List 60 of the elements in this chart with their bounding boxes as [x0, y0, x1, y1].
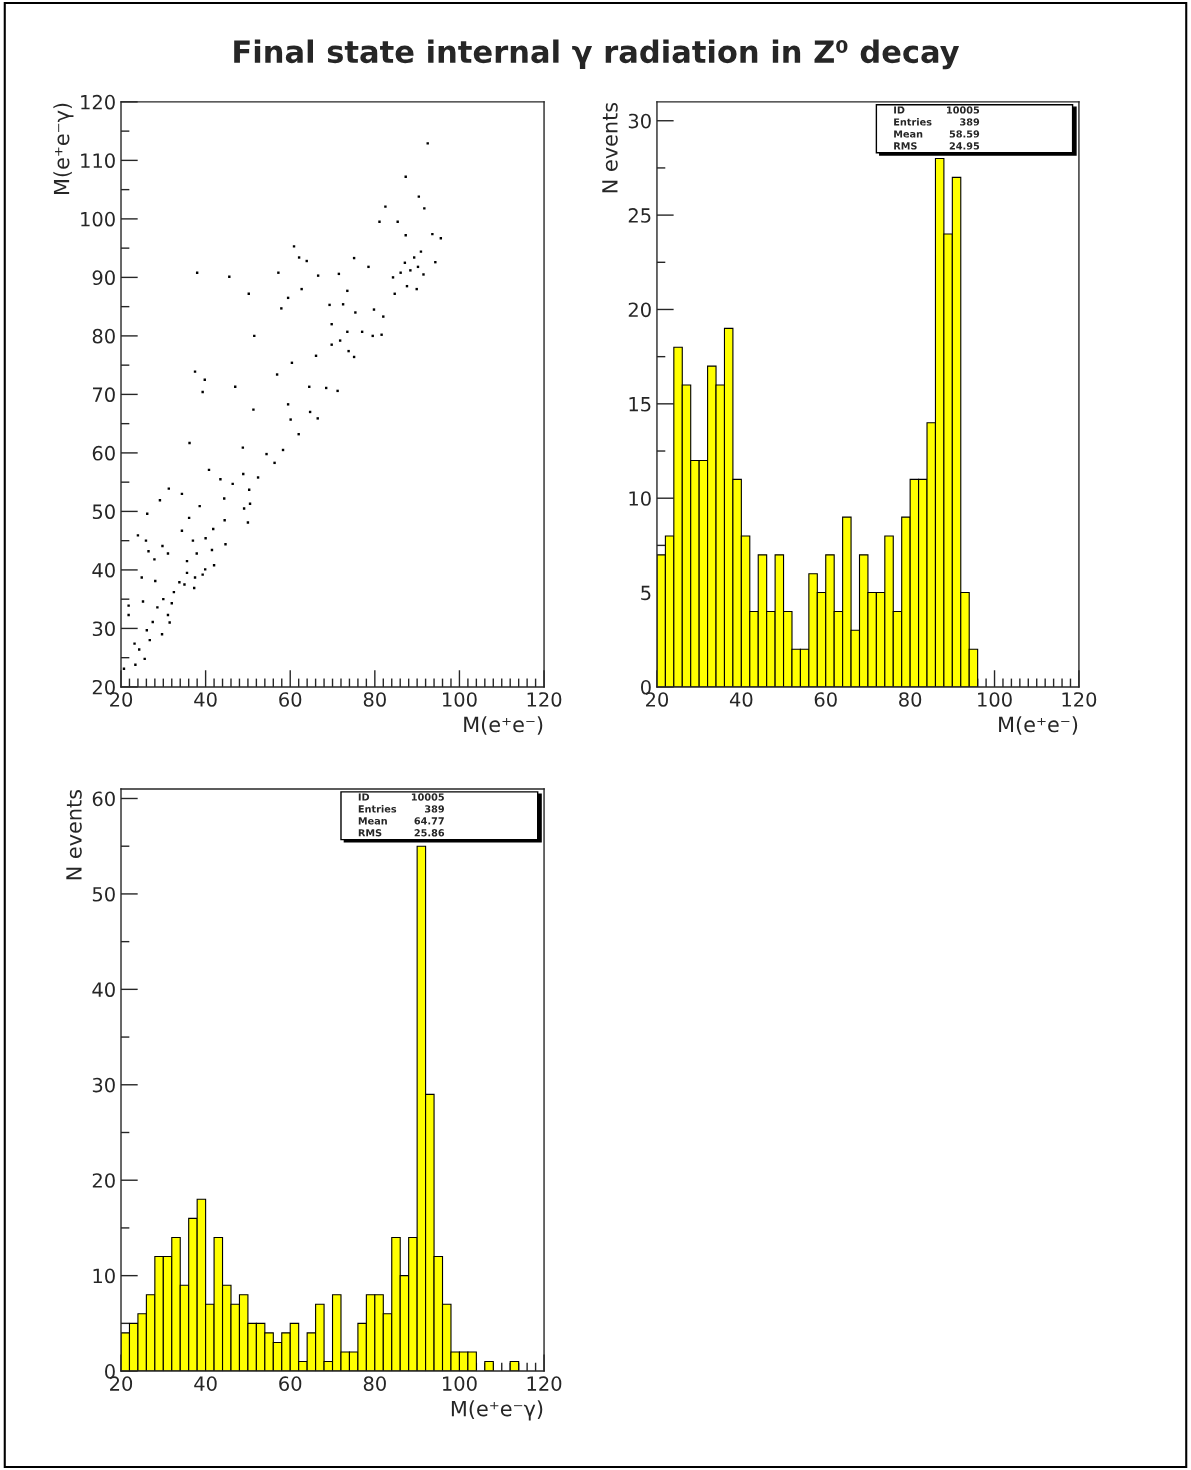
- y-tick-label: 30: [92, 621, 115, 637]
- annotation: 389: [960, 118, 980, 126]
- x-tick-label: 120: [527, 692, 562, 707]
- x-tick-label: 120: [1062, 692, 1097, 707]
- y-tick-label: 40: [92, 982, 115, 998]
- y-axis-title: N events: [602, 102, 618, 193]
- x-tick-label: 100: [443, 692, 477, 707]
- annotation: Entries: [358, 805, 397, 813]
- annotation: ID: [358, 793, 370, 801]
- annotation: 24.95: [949, 142, 980, 150]
- y-tick-label: 5: [641, 585, 651, 601]
- y-tick-label: 30: [92, 1077, 115, 1093]
- y-tick-label: 15: [629, 397, 651, 412]
- y-tick-label: 30: [628, 113, 651, 129]
- annotation: 10005: [411, 793, 444, 801]
- annotation: 64.77: [414, 817, 444, 825]
- annotation: RMS: [894, 142, 917, 150]
- annotation: 10005: [947, 106, 980, 114]
- x-tick-label: 100: [443, 1376, 477, 1391]
- x-tick-label: 60: [279, 1376, 302, 1391]
- y-tick-label: 10: [93, 1268, 115, 1284]
- y-tick-label: 50: [92, 886, 115, 902]
- y-tick-label: 10: [629, 491, 651, 506]
- annotation: 58.59: [949, 130, 980, 138]
- chart-title: Final state internal γ radiation in Z⁰ decay: [234, 39, 960, 70]
- x-tick-label: 100: [978, 692, 1012, 707]
- y-tick-label: 100: [81, 211, 115, 227]
- annotation: ID: [894, 106, 905, 114]
- y-tick-label: 120: [81, 94, 115, 110]
- x-axis-title: M(e⁺e⁻): [464, 716, 543, 735]
- x-tick-label: 60: [814, 692, 837, 707]
- x-tick-label: 60: [279, 692, 302, 707]
- y-tick-label: 40: [92, 562, 115, 578]
- y-tick-label: 20: [92, 1173, 115, 1188]
- x-axis-title: M(e⁺e⁻γ): [451, 1400, 543, 1421]
- x-axis-title: M(e⁺e⁻): [999, 716, 1078, 735]
- y-tick-label: 25: [628, 208, 651, 223]
- y-tick-label: 60: [92, 445, 115, 461]
- y-tick-label: 110: [81, 153, 115, 169]
- x-tick-label: 40: [729, 692, 753, 707]
- x-tick-label: 80: [363, 692, 386, 707]
- y-tick-label: 80: [92, 328, 115, 344]
- x-tick-label: 40: [194, 1376, 217, 1391]
- y-tick-label: 20: [628, 302, 651, 318]
- y-axis-title: N events: [66, 789, 82, 880]
- x-tick-label: 120: [527, 1376, 562, 1391]
- annotation: Mean: [358, 817, 387, 825]
- y-tick-label: 90: [92, 270, 115, 286]
- y-axis-title: M(e⁺e⁻γ): [53, 103, 74, 195]
- annotation: RMS: [358, 829, 382, 837]
- y-tick-label: 50: [92, 504, 115, 520]
- annotation: Entries: [894, 118, 932, 126]
- x-tick-label: 80: [899, 692, 922, 707]
- y-tick-label: 70: [93, 387, 115, 403]
- y-tick-label: 60: [92, 791, 115, 807]
- annotation: 389: [424, 805, 445, 813]
- x-tick-label: 80: [363, 1376, 386, 1391]
- annotation: Mean: [894, 130, 923, 138]
- annotation: 25.86: [414, 829, 445, 837]
- x-tick-label: 40: [194, 692, 217, 707]
